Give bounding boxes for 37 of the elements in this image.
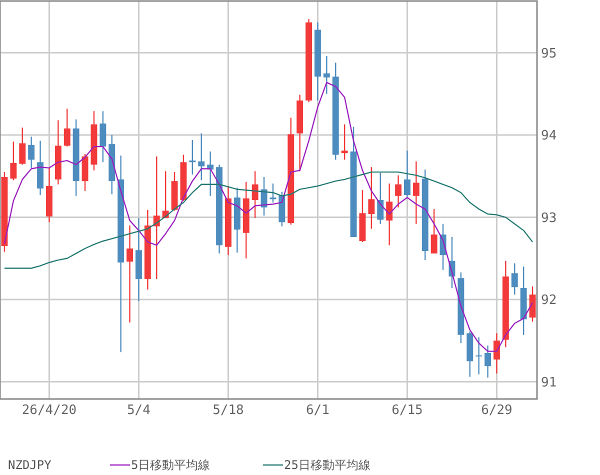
candlestick: [377, 172, 384, 224]
y-tick-label: 93: [541, 210, 557, 226]
text: NZDJPY: [8, 458, 52, 472]
candlestick: [252, 170, 258, 219]
x-tick-label: 5/18: [212, 403, 244, 418]
x-tick-label: 6/29: [481, 403, 512, 418]
candlestick: [126, 224, 133, 324]
candlestick: [386, 182, 393, 246]
x-tick-label: 5/4: [126, 403, 151, 418]
legend-label: 25日移動平均線: [284, 458, 370, 472]
candlestick: [395, 174, 402, 208]
legend-label: 5日移動平均線: [131, 458, 210, 472]
y-tick-label: 94: [541, 128, 557, 144]
candlestick: [412, 160, 420, 224]
candlestick: [28, 136, 35, 169]
x-tick-label: 26/4/20: [22, 403, 77, 418]
candlestick: [476, 336, 482, 375]
candlestick: [430, 208, 438, 254]
candlestick: [341, 124, 348, 160]
y-tick-label: 95: [541, 46, 557, 62]
candlestick: [368, 166, 375, 230]
x-tick-label: 6/15: [392, 403, 423, 418]
candlestick: [484, 344, 491, 378]
y-tick-label: 92: [541, 293, 557, 308]
candlestick: [511, 262, 518, 296]
candlestick: [100, 110, 106, 163]
candlestick: [198, 132, 205, 181]
x-tick-label: 6/1: [306, 403, 330, 418]
candlestick: [10, 141, 17, 181]
y-tick-label: 91: [541, 375, 557, 390]
candlestick: [404, 150, 410, 198]
candlestick: [64, 108, 70, 148]
line-series: [4, 171, 534, 269]
candlestick: [494, 332, 500, 374]
candlestick: [189, 139, 196, 176]
candlestick: [323, 55, 330, 95]
candlestick: [19, 127, 26, 166]
